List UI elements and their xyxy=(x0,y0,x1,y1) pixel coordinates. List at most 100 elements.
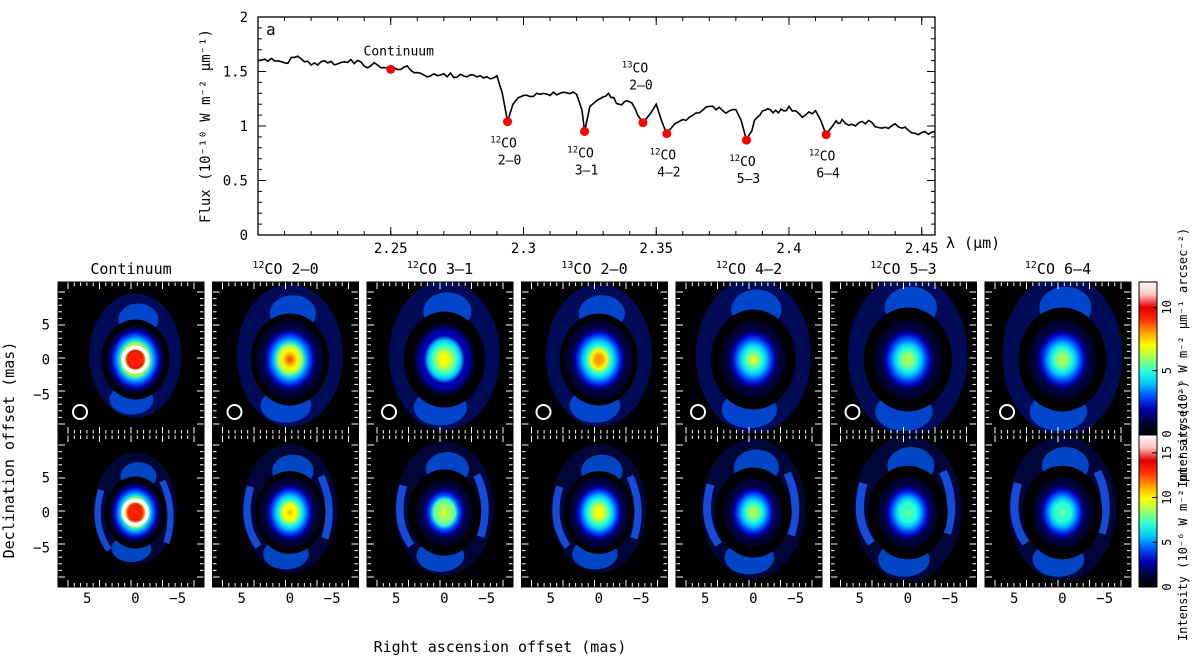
ra-axis-label: Right ascension offset (mas) xyxy=(374,638,627,656)
isotope-superscript: 12 xyxy=(716,260,728,271)
dec-tick-label: 5 xyxy=(42,318,50,334)
map-arc xyxy=(552,485,571,549)
dec-tick-label: 0 xyxy=(42,353,50,369)
map-panel: h xyxy=(521,281,668,435)
map-core xyxy=(868,465,948,560)
title-gap xyxy=(282,260,291,278)
panel-label: e xyxy=(221,439,230,457)
map-panel: m xyxy=(830,434,977,588)
molecule-name: CO xyxy=(1037,260,1055,278)
isotope-superscript: 12 xyxy=(490,136,501,146)
map-content xyxy=(394,441,495,576)
map-core xyxy=(563,471,635,554)
core-ring xyxy=(121,498,150,527)
y-tick-label: 0 xyxy=(240,228,248,244)
line-marker xyxy=(580,126,590,136)
map-arc xyxy=(783,471,800,537)
map-core xyxy=(559,313,638,406)
marker-label: 13CO xyxy=(622,61,649,77)
map-content xyxy=(389,282,500,430)
panel-label: k xyxy=(684,439,693,457)
line-marker xyxy=(821,130,831,140)
colorbar-tick-label: 10 xyxy=(1160,300,1174,314)
transition-name: 4–2 xyxy=(755,260,782,278)
map-core xyxy=(863,307,953,412)
map-content xyxy=(242,444,338,573)
marker-label: 12CO xyxy=(567,145,594,161)
molecule-name: CO xyxy=(264,260,282,278)
map-frame xyxy=(57,434,205,588)
molecule-name: CO xyxy=(501,137,517,152)
map-panel: b xyxy=(57,281,205,435)
line-marker xyxy=(742,135,752,145)
map-content xyxy=(695,282,811,433)
isotope-superscript: 13 xyxy=(622,61,633,71)
map-core xyxy=(1022,465,1103,560)
isotope-superscript: 12 xyxy=(870,260,882,271)
line-marker xyxy=(638,118,648,128)
beam-circle xyxy=(72,404,88,420)
isotope-superscript: 12 xyxy=(567,145,578,155)
map-content xyxy=(1008,435,1117,582)
ra-tick-label: −5 xyxy=(942,591,959,607)
map-frame xyxy=(830,434,977,588)
panel-label: b xyxy=(66,286,75,304)
map-arc xyxy=(243,485,262,549)
map-arc xyxy=(473,473,489,538)
beam-circle xyxy=(844,404,861,420)
colorbar-tick-label: 15 xyxy=(1160,446,1174,460)
map-content xyxy=(701,438,806,579)
transition-name: 6–4 xyxy=(1064,260,1091,278)
dec-tick-label: 5 xyxy=(42,471,50,487)
line-marker xyxy=(503,117,513,127)
colorbar-tick-label: 5 xyxy=(1160,539,1174,546)
panel-label: j xyxy=(684,286,693,304)
spectrum-panel: 2.25 2.3 2.35 2.4 2.45 0 0.5 1 1.5 2 a λ (μm) Flux (… xyxy=(198,10,1000,257)
dec-tick-label: 0 xyxy=(42,506,50,522)
map-panel: i xyxy=(521,434,668,588)
map-content xyxy=(854,435,962,582)
marker-label: 12CO xyxy=(650,148,677,164)
column-title: Continuum xyxy=(90,260,171,278)
map-core xyxy=(1018,307,1107,412)
colorbar xyxy=(1138,434,1158,588)
map-frame xyxy=(984,281,1132,435)
ra-tick-label: 0 xyxy=(904,591,912,607)
transition-name: 2–0 xyxy=(601,260,628,278)
x-tick-label: 2.35 xyxy=(639,241,673,257)
map-arc xyxy=(855,482,875,546)
panel-label: i xyxy=(530,439,539,457)
map-content xyxy=(1002,282,1123,434)
molecule-name: CO xyxy=(633,62,649,77)
beam-circle xyxy=(226,404,243,420)
dec-tick-label: −5 xyxy=(33,387,50,403)
map-arc xyxy=(1093,469,1110,535)
x-tick-label: 2.3 xyxy=(511,241,536,257)
column-title: 13CO 2–0 xyxy=(561,260,627,278)
y-axis-label: Flux (10⁻¹⁰ W m⁻² μm⁻¹) xyxy=(198,29,214,223)
map-arc xyxy=(703,483,722,547)
isotope-superscript: 12 xyxy=(1025,260,1037,271)
y-tick-label: 1 xyxy=(240,119,248,135)
ra-tick-label: −5 xyxy=(633,591,650,607)
ra-tick-label: 5 xyxy=(701,591,709,607)
map-content xyxy=(551,444,647,573)
panel-label: o xyxy=(993,439,1002,457)
colorbar-label: Intensity (10⁻⁶ W m⁻² μm⁻¹ arcsec⁻²) xyxy=(1176,381,1190,641)
map-frame xyxy=(366,281,514,435)
map-content xyxy=(545,284,652,427)
ra-tick-label: 5 xyxy=(83,591,91,607)
x-tick-label: 2.45 xyxy=(905,241,939,257)
isotope-superscript: 13 xyxy=(561,260,573,271)
transition-name: 2–0 xyxy=(292,260,319,278)
x-tick-label: 2.25 xyxy=(374,241,408,257)
column-title: 12CO 6–4 xyxy=(1025,260,1091,278)
map-arc xyxy=(159,479,174,544)
transition-label: 6–4 xyxy=(816,167,840,182)
map-panel: d xyxy=(212,281,359,435)
map-core xyxy=(250,313,329,406)
map-panel: c xyxy=(57,434,205,588)
transition-label: 2–0 xyxy=(498,154,521,169)
